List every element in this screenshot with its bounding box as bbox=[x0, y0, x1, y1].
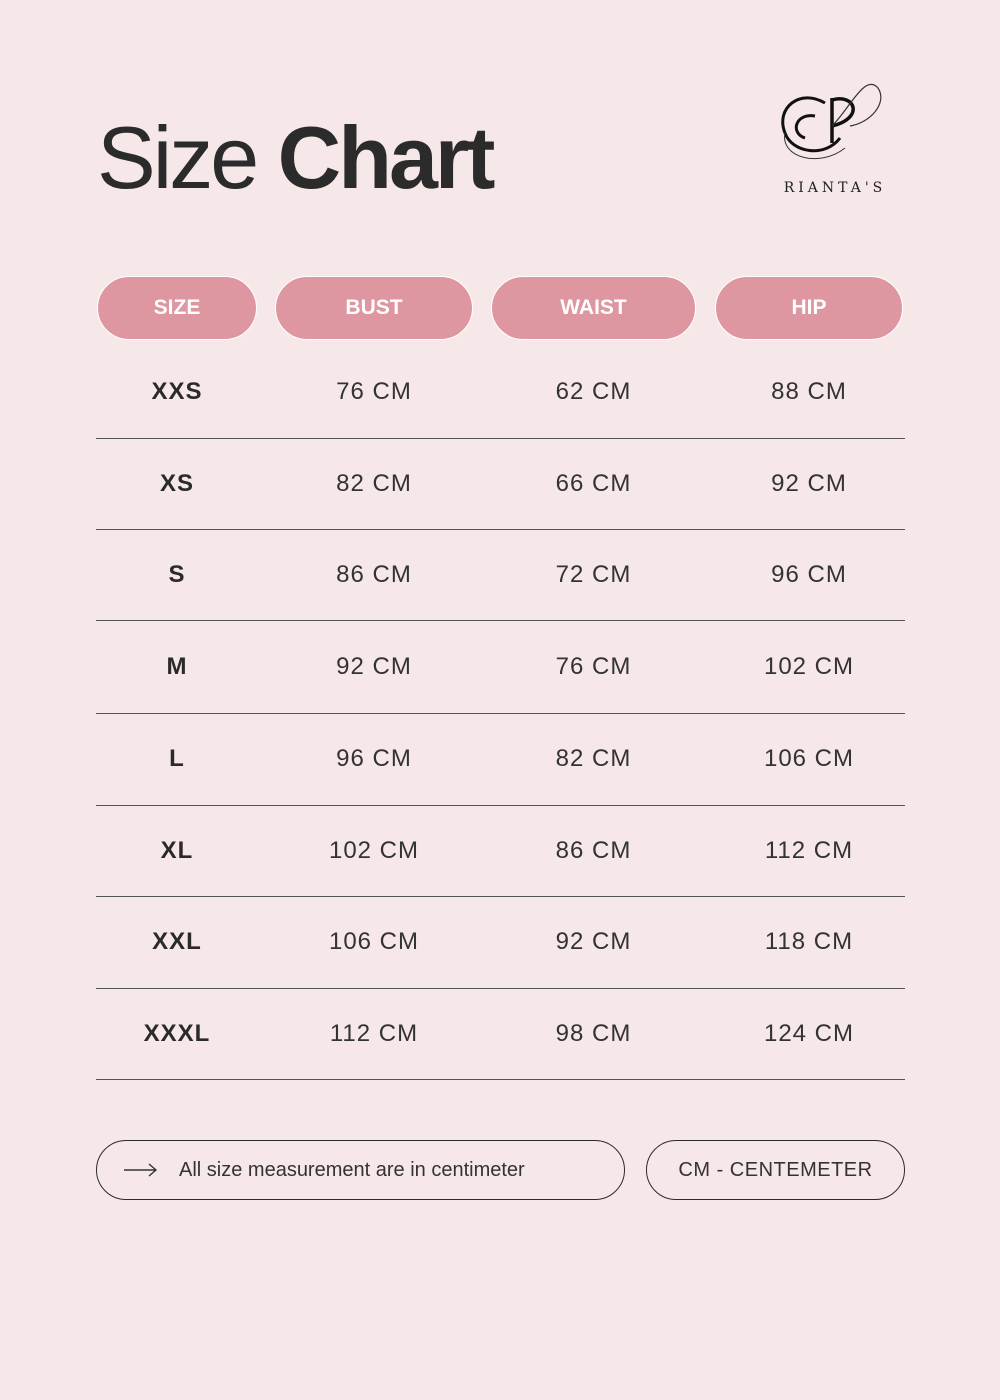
cell-waist: 98 CM bbox=[555, 1019, 632, 1047]
cell-hip: 106 CM bbox=[763, 745, 855, 772]
cell-size: XXS bbox=[151, 378, 203, 405]
cell-bust: 102 CM bbox=[328, 836, 420, 864]
title-light: Size bbox=[97, 108, 259, 207]
table-row: XS 82 CM 66 CM 92 CM bbox=[96, 438, 905, 530]
cell-waist: 62 CM bbox=[555, 378, 632, 405]
cell-size: XXXL bbox=[143, 1019, 211, 1047]
cell-bust: 96 CM bbox=[336, 745, 412, 772]
cell-bust: 86 CM bbox=[336, 560, 412, 588]
cell-hip: 96 CM bbox=[771, 560, 847, 588]
cell-waist: 92 CM bbox=[555, 928, 632, 955]
table-row: XXXL 112 CM 98 CM 124 CM bbox=[96, 988, 905, 1080]
column-header-hip: HIP bbox=[715, 276, 903, 340]
cell-waist: 72 CM bbox=[555, 560, 632, 588]
cell-size: XS bbox=[159, 469, 194, 497]
column-header-size: SIZE bbox=[97, 276, 257, 340]
table-row: XL 102 CM 86 CM 112 CM bbox=[96, 805, 905, 897]
cell-hip: 88 CM bbox=[771, 378, 847, 405]
cell-size: XL bbox=[160, 836, 194, 864]
column-header-waist: WAIST bbox=[491, 276, 696, 340]
cell-bust: 76 CM bbox=[336, 378, 412, 405]
cell-hip: 102 CM bbox=[763, 652, 855, 680]
cell-waist: 86 CM bbox=[555, 836, 632, 864]
cell-size: M bbox=[166, 652, 188, 680]
cell-bust: 112 CM bbox=[329, 1019, 419, 1047]
table-row: L 96 CM 82 CM 106 CM bbox=[96, 713, 905, 806]
cell-size: S bbox=[168, 560, 186, 588]
note-text: All size measurement are in centimeter bbox=[179, 1158, 525, 1181]
cell-hip: 112 CM bbox=[764, 836, 854, 864]
cell-size: L bbox=[169, 745, 185, 772]
table-row: S 86 CM 72 CM 96 CM bbox=[96, 529, 905, 621]
cell-waist: 82 CM bbox=[555, 745, 632, 772]
cell-size: XXL bbox=[152, 928, 202, 955]
cell-hip: 124 CM bbox=[763, 1019, 855, 1047]
table-row: M 92 CM 76 CM 102 CM bbox=[96, 620, 905, 714]
unit-badge: CM - CENTEMETER bbox=[646, 1140, 905, 1200]
cell-bust: 106 CM bbox=[328, 928, 420, 955]
cell-waist: 66 CM bbox=[555, 469, 632, 497]
arrow-right-icon bbox=[124, 1163, 158, 1177]
measurement-note: All size measurement are in centimeter bbox=[96, 1140, 625, 1200]
cell-hip: 118 CM bbox=[764, 928, 854, 955]
title-bold: Chart bbox=[277, 108, 496, 207]
unit-text: CM - CENTEMETER bbox=[678, 1158, 873, 1181]
table-row: XXL 106 CM 92 CM 118 CM bbox=[96, 896, 905, 989]
cell-bust: 92 CM bbox=[336, 652, 412, 680]
cell-waist: 76 CM bbox=[555, 652, 632, 680]
column-header-bust: BUST bbox=[275, 276, 473, 340]
table-row: XXS 76 CM 62 CM 88 CM bbox=[96, 346, 905, 439]
cell-bust: 82 CM bbox=[336, 469, 412, 497]
brand-name: RIANTA'S bbox=[783, 180, 887, 196]
page-title: Size Chart bbox=[97, 108, 496, 208]
cell-hip: 92 CM bbox=[771, 469, 847, 497]
rp-monogram-logo bbox=[781, 83, 882, 160]
